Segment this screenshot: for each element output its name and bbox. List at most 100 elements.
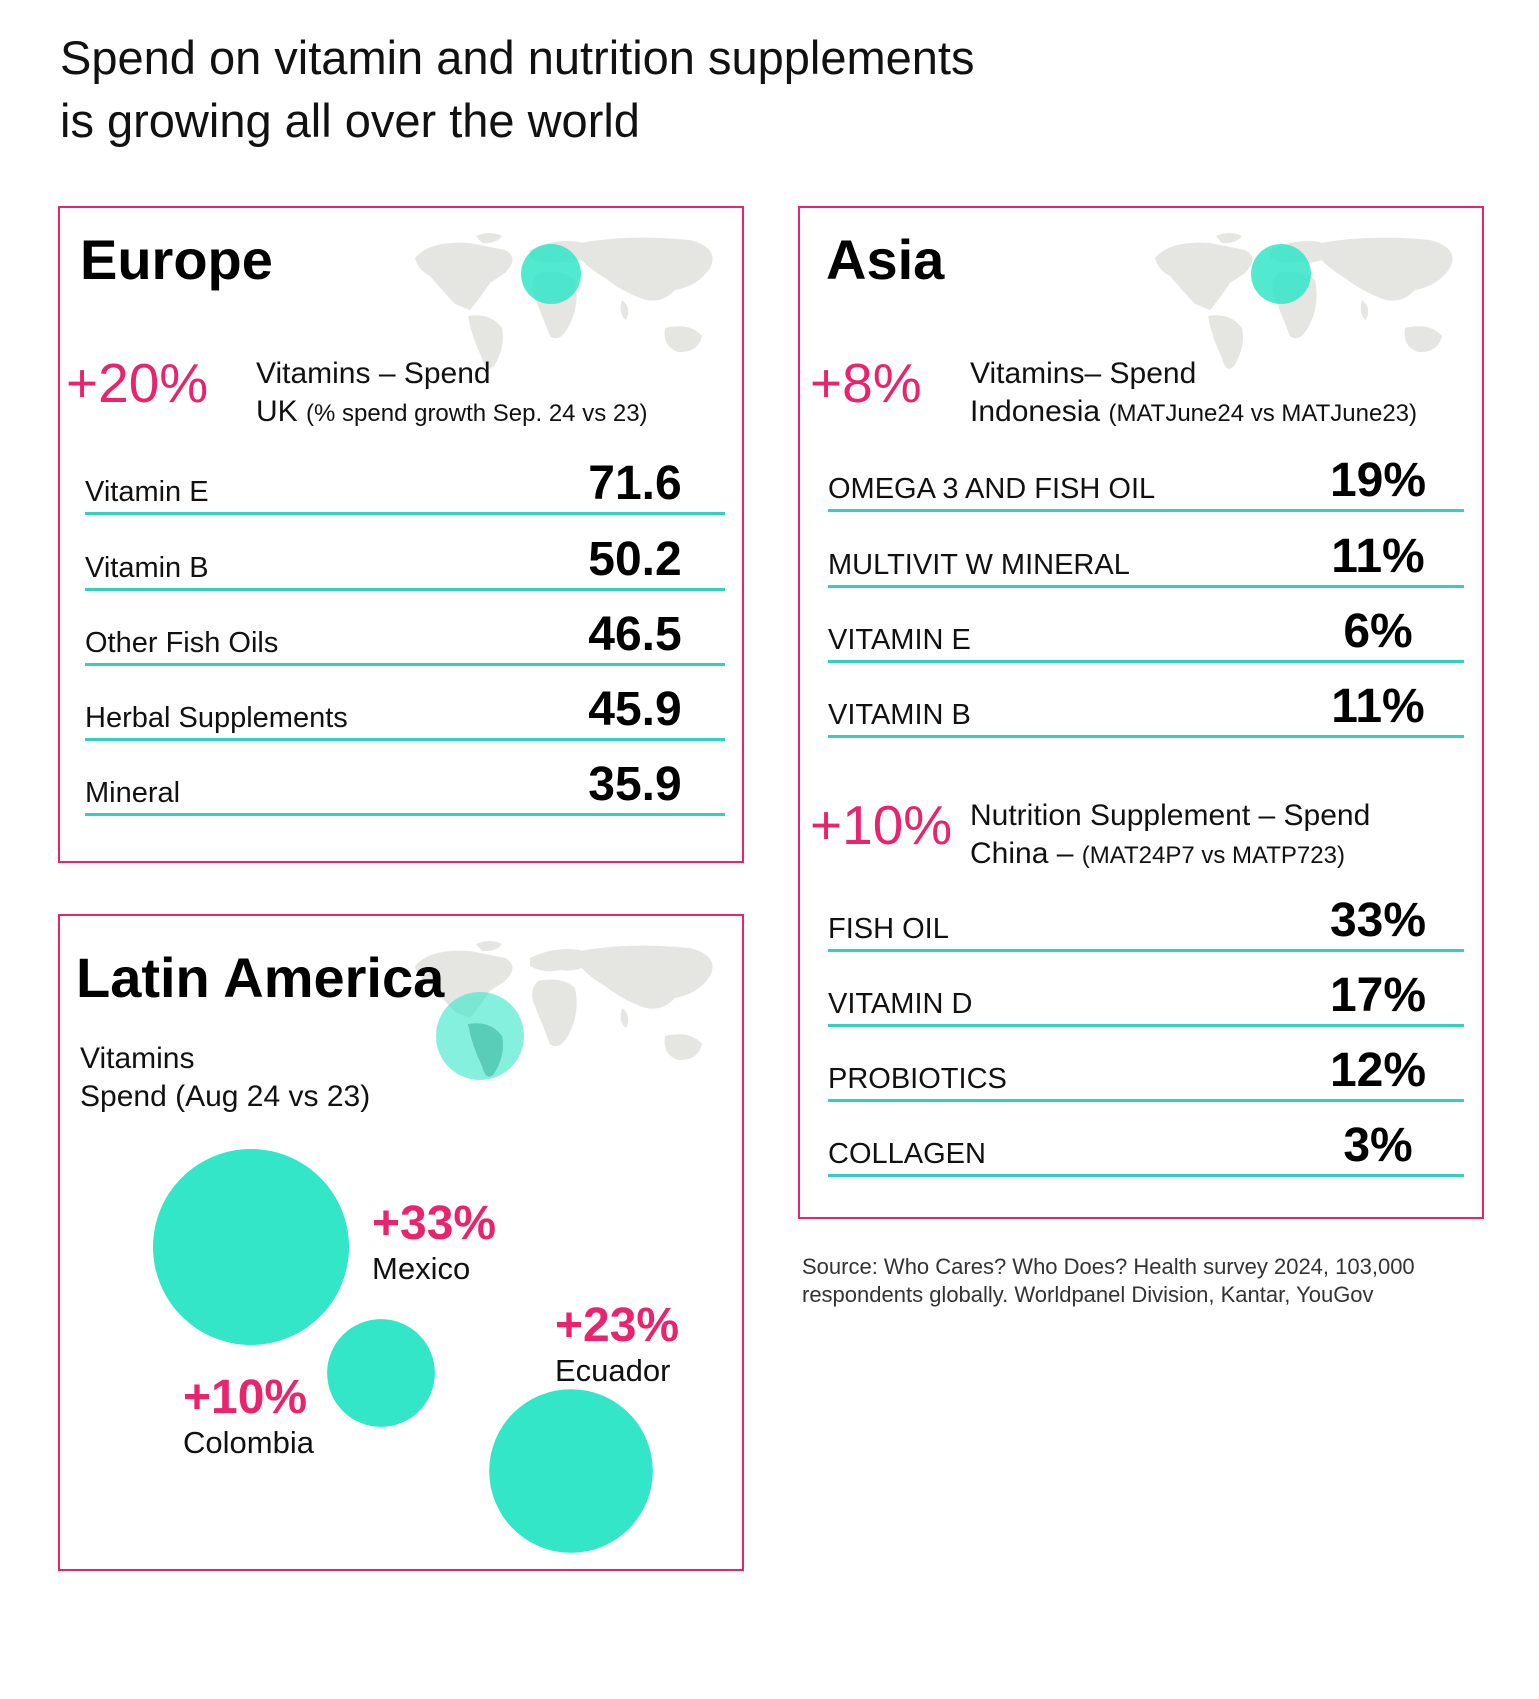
china-row-divider (828, 1099, 1464, 1102)
indonesia-row: MULTIVIT W MINERAL 11% (828, 513, 1464, 588)
world-map-icon (410, 936, 730, 1086)
china-metric-country: China – (970, 837, 1074, 870)
europe-title: Europe (80, 228, 273, 291)
indonesia-metric-line-1: Vitamins– Spend (970, 357, 1197, 390)
bubble-ecuador (489, 1389, 653, 1553)
china-metric-line-2: China – (MAT24P7 vs MATP723) (970, 835, 1370, 875)
europe-row-divider (85, 813, 725, 816)
europe-metric-line-1: Vitamins – Spend (256, 357, 491, 390)
bubble-name-label: Mexico (372, 1251, 471, 1286)
europe-row-label: Other Fish Oils (85, 627, 279, 659)
china-row-value: 12% (1329, 1044, 1427, 1097)
indonesia-metric-note: (MATJune24 vs MATJune23) (1108, 400, 1418, 427)
china-row-label: VITAMIN D (828, 988, 973, 1020)
bubble-label-colombia: +10% Colombia (183, 1372, 314, 1462)
china-row-divider (828, 1174, 1464, 1177)
europe-row-divider (85, 512, 725, 515)
latin-america-subtitle-line-1: Vitamins (80, 1042, 195, 1075)
europe-row-label: Vitamin B (85, 552, 209, 584)
world-map-icon (1150, 228, 1470, 378)
bubble-mexico (153, 1149, 349, 1345)
indonesia-row-divider (828, 585, 1464, 588)
europe-row-value: 45.9 (588, 683, 682, 736)
china-row-value: 3% (1343, 1119, 1413, 1172)
europe-row-value: 71.6 (588, 457, 682, 510)
europe-metric: Vitamins – Spend UK (% spend growth Sep.… (256, 355, 648, 433)
europe-highlight-icon (521, 244, 581, 304)
europe-row-label: Mineral (85, 777, 181, 809)
europe-row: Mineral 35.9 (85, 741, 725, 816)
europe-row-divider (85, 738, 725, 741)
europe-metric-line-2: UK (% spend growth Sep. 24 vs 23) (256, 393, 648, 433)
china-row-label: COLLAGEN (828, 1138, 986, 1170)
china-row-divider (828, 1024, 1464, 1027)
indonesia-row-value: 11% (1331, 530, 1425, 583)
china-metric-line-1: Nutrition Supplement – Spend (970, 799, 1371, 832)
indonesia-row-divider (828, 509, 1464, 512)
source-note: Source: Who Cares? Who Does? Health surv… (802, 1254, 1415, 1307)
indonesia-metric-country: Indonesia (970, 395, 1101, 428)
bubble-value-label: +33% (372, 1197, 497, 1250)
europe-metric-country: UK (256, 395, 298, 428)
europe-metric-note: (% spend growth Sep. 24 vs 23) (306, 400, 648, 427)
europe-row-value: 35.9 (588, 758, 682, 811)
indonesia-row-label: VITAMIN B (828, 699, 971, 731)
asia-panel: Asia +8% Vitamins– Spend Indonesia (MATJ… (798, 206, 1484, 1219)
world-map-icon (410, 228, 730, 378)
china-row: PROBIOTICS 12% (828, 1027, 1464, 1102)
latin-america-highlight-icon (436, 992, 524, 1080)
indonesia-row-divider (828, 660, 1464, 663)
bubble-colombia (327, 1319, 435, 1427)
indonesia-row-label: VITAMIN E (828, 624, 971, 656)
indonesia-row: VITAMIN E 6% (828, 588, 1464, 663)
bubble-value-label: +23% (555, 1299, 680, 1352)
indonesia-metric-line-2: Indonesia (MATJune24 vs MATJune23) (970, 393, 1417, 433)
europe-row-value: 50.2 (588, 533, 682, 586)
bubble-name-label: Ecuador (555, 1353, 671, 1388)
indonesia-growth: +8% (810, 352, 922, 414)
indonesia-row-value: 6% (1343, 605, 1413, 658)
china-row-value: 33% (1329, 894, 1427, 947)
europe-row: Vitamin E 71.6 (85, 440, 725, 515)
europe-row: Vitamin B 50.2 (85, 516, 725, 591)
china-metric-note: (MAT24P7 vs MATP723) (1081, 842, 1345, 869)
indonesia-row-value: 19% (1329, 454, 1427, 507)
world-map-graphic (1155, 233, 1453, 369)
china-row-label: FISH OIL (828, 913, 949, 945)
europe-growth: +20% (66, 352, 209, 414)
indonesia-row: OMEGA 3 AND FISH OIL 19% (828, 437, 1464, 512)
bubble-label-mexico: +33% Mexico (372, 1198, 496, 1288)
bubble-name-label: Colombia (183, 1425, 314, 1460)
europe-row-label: Herbal Supplements (85, 702, 348, 734)
bubble-label-ecuador: +23% Ecuador (555, 1300, 679, 1390)
latin-america-panel: Latin America Vitamins Spend (Aug 24 vs … (58, 914, 744, 1571)
china-row: FISH OIL 33% (828, 877, 1464, 952)
europe-row: Other Fish Oils 46.5 (85, 591, 725, 666)
indonesia-row: VITAMIN B 11% (828, 663, 1464, 738)
page-title-line-1: Spend on vitamin and nutrition supplemen… (60, 31, 975, 84)
europe-panel: Europe +20% Vitamins – Spend UK (% spend… (58, 206, 744, 863)
europe-row-divider (85, 663, 725, 666)
indonesia-metric: Vitamins– Spend Indonesia (MATJune24 vs … (970, 355, 1417, 433)
europe-row-label: Vitamin E (85, 476, 209, 508)
china-row-divider (828, 949, 1464, 952)
bubble-value-label: +10% (183, 1371, 308, 1424)
china-row: COLLAGEN 3% (828, 1102, 1464, 1177)
latin-america-subtitle-line-2: Spend (Aug 24 vs 23) (80, 1080, 371, 1113)
indonesia-row-label: OMEGA 3 AND FISH OIL (828, 473, 1156, 505)
china-row-value: 17% (1329, 969, 1427, 1022)
latin-america-subtitle: Vitamins Spend (Aug 24 vs 23) (80, 1040, 370, 1116)
latin-america-bubble-chart (153, 1149, 653, 1553)
china-metric: Nutrition Supplement – Spend China – (MA… (970, 797, 1370, 875)
china-row-label: PROBIOTICS (828, 1063, 1007, 1095)
europe-row-value: 46.5 (588, 608, 682, 661)
latin-america-title: Latin America (76, 946, 445, 1009)
europe-row-divider (85, 588, 725, 591)
indonesia-row-divider (828, 735, 1464, 738)
indonesia-row-value: 11% (1331, 680, 1425, 733)
page-title-line-2: is growing all over the world (60, 94, 640, 147)
asia-highlight-icon (1251, 244, 1311, 304)
china-row: VITAMIN D 17% (828, 952, 1464, 1027)
china-growth: +10% (810, 794, 953, 856)
page-title: Spend on vitamin and nutrition supplemen… (60, 26, 974, 152)
